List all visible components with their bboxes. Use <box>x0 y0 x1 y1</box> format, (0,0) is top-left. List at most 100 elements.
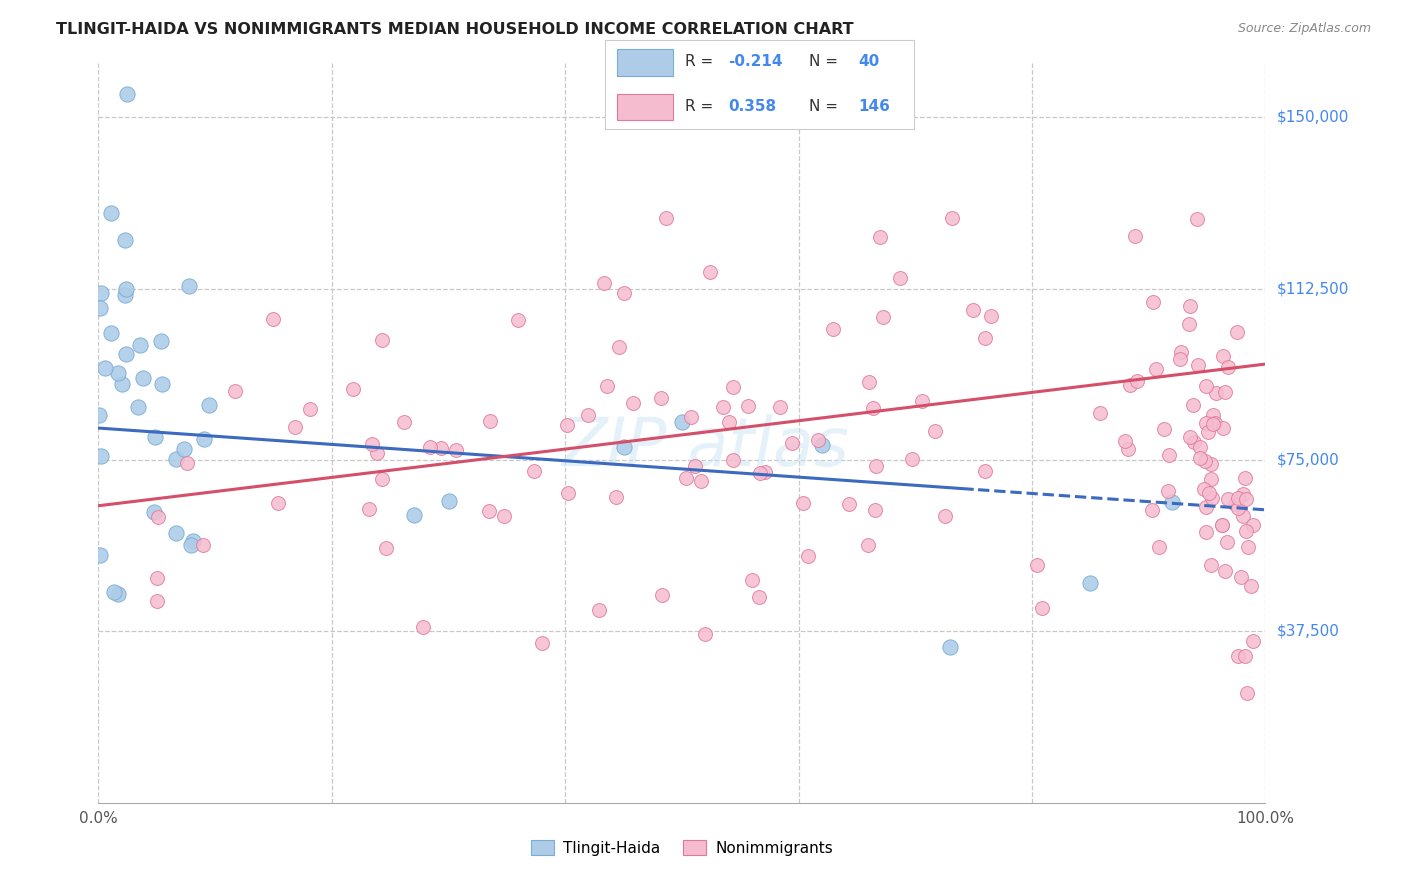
Point <box>621 395 644 409</box>
Point <box>1031 601 1053 615</box>
Point <box>939 640 962 654</box>
Point <box>429 441 451 455</box>
Point <box>1182 435 1205 450</box>
Point <box>342 382 364 396</box>
Point <box>506 312 529 326</box>
Legend: Tlingit-Haida, Nonimmigrants: Tlingit-Haida, Nonimmigrants <box>524 834 839 862</box>
Point <box>741 574 763 588</box>
Point <box>1233 471 1256 485</box>
Point <box>477 504 499 518</box>
Point <box>394 415 416 429</box>
Point <box>224 384 246 398</box>
Point <box>193 432 215 446</box>
Point <box>1236 686 1258 700</box>
Point <box>357 501 380 516</box>
Point <box>177 279 200 293</box>
Point <box>681 410 703 425</box>
Point <box>1213 385 1236 400</box>
Point <box>1236 540 1258 554</box>
Point <box>655 211 678 225</box>
Point <box>1241 633 1264 648</box>
Text: $75,000: $75,000 <box>1277 452 1340 467</box>
Point <box>1188 450 1211 465</box>
Point <box>197 398 219 412</box>
Point <box>1211 518 1233 533</box>
Point <box>934 509 956 524</box>
Point <box>1161 495 1184 509</box>
Point <box>1216 492 1239 507</box>
Point <box>699 265 721 279</box>
Point <box>737 399 759 413</box>
Point <box>1226 501 1249 516</box>
Point <box>1194 482 1216 496</box>
Point <box>1178 430 1201 444</box>
Point <box>974 464 997 478</box>
Point <box>180 538 202 552</box>
Point <box>607 340 630 354</box>
Point <box>1199 458 1222 472</box>
Point <box>1195 417 1218 431</box>
Point <box>146 594 169 608</box>
Point <box>754 465 776 479</box>
Point <box>1201 472 1223 486</box>
Point <box>478 414 501 428</box>
Point <box>107 366 129 380</box>
Point <box>143 505 166 519</box>
Point <box>89 301 111 316</box>
Point <box>90 449 112 463</box>
Point <box>1234 524 1257 538</box>
Point <box>769 400 792 414</box>
Point <box>1232 487 1254 501</box>
Point <box>1240 579 1263 593</box>
Point <box>1153 422 1175 436</box>
Point <box>181 533 204 548</box>
Point <box>176 457 198 471</box>
Point <box>374 541 396 555</box>
Point <box>107 587 129 601</box>
Point <box>1142 295 1164 310</box>
Point <box>807 434 830 448</box>
Point <box>530 636 553 650</box>
Point <box>1088 406 1111 420</box>
Point <box>127 401 149 415</box>
Point <box>1123 228 1146 243</box>
Text: 40: 40 <box>858 54 880 69</box>
Point <box>555 417 578 432</box>
Point <box>150 376 173 391</box>
Point <box>146 510 169 524</box>
Point <box>869 229 891 244</box>
Point <box>1205 385 1227 400</box>
Point <box>370 472 392 486</box>
Point <box>821 322 844 336</box>
Point <box>974 331 997 345</box>
Text: $112,500: $112,500 <box>1277 281 1348 296</box>
Point <box>419 440 441 454</box>
Point <box>298 402 321 417</box>
Point <box>1025 558 1047 573</box>
Point <box>1126 374 1149 388</box>
Point <box>862 401 884 416</box>
Point <box>111 377 134 392</box>
Bar <box>617 49 672 76</box>
Point <box>671 415 693 429</box>
Point <box>1223 497 1246 511</box>
Point <box>132 371 155 385</box>
Point <box>980 310 1002 324</box>
Point <box>838 497 860 511</box>
Point <box>596 379 619 393</box>
Point <box>1195 524 1218 539</box>
Point <box>402 508 425 523</box>
Point <box>1232 508 1254 523</box>
Point <box>114 283 136 297</box>
Point <box>650 391 672 405</box>
Point <box>437 494 460 508</box>
Point <box>165 526 187 541</box>
Point <box>1080 575 1102 590</box>
Point <box>284 419 307 434</box>
Point <box>1188 440 1211 454</box>
Point <box>1204 416 1226 430</box>
Point <box>1202 408 1225 422</box>
Point <box>193 538 215 552</box>
Point <box>1227 491 1250 505</box>
Point <box>1230 569 1253 583</box>
